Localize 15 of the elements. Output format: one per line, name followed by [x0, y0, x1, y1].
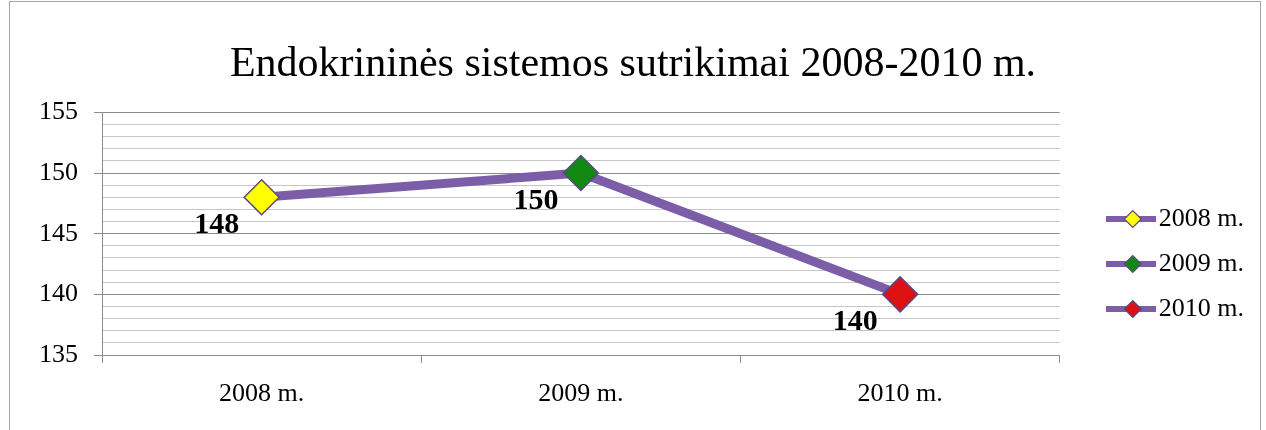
- x-tick-label: 2010 m.: [857, 378, 943, 408]
- x-tick-label: 2009 m.: [538, 378, 624, 408]
- data-label: 148: [194, 206, 240, 240]
- y-tick-label: 140: [39, 278, 78, 308]
- y-tick-label: 155: [39, 96, 78, 126]
- chart-title: Endokrininės sistemos sutrikimai 2008-2010 m.: [229, 39, 1037, 86]
- x-tick-label: 2008 m.: [219, 378, 305, 408]
- legend-label: 2009 m.: [1158, 247, 1245, 277]
- data-label: 140: [832, 303, 878, 337]
- legend-label: 2010 m.: [1158, 292, 1245, 322]
- y-tick-label: 135: [39, 338, 78, 368]
- legend-label: 2008 m.: [1158, 202, 1245, 232]
- data-label: 150: [513, 181, 559, 215]
- y-tick-label: 145: [39, 217, 78, 247]
- y-tick-label: 150: [39, 156, 78, 186]
